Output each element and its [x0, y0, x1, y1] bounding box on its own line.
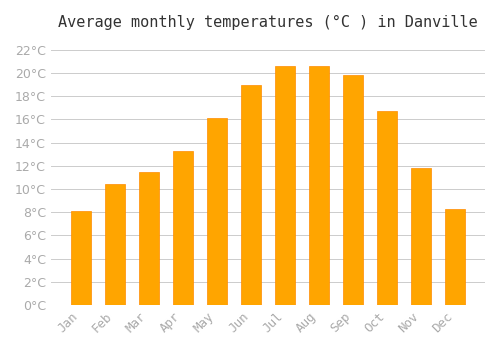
Bar: [70, 211, 91, 305]
Bar: [104, 184, 125, 305]
Bar: [343, 75, 363, 305]
Bar: [445, 209, 466, 305]
Bar: [274, 66, 295, 305]
Bar: [377, 111, 397, 305]
Bar: [309, 66, 329, 305]
Bar: [138, 172, 159, 305]
Bar: [206, 118, 227, 305]
Bar: [411, 168, 431, 305]
Title: Average monthly temperatures (°C ) in Danville: Average monthly temperatures (°C ) in Da…: [58, 15, 478, 30]
Bar: [172, 151, 193, 305]
Bar: [240, 85, 261, 305]
